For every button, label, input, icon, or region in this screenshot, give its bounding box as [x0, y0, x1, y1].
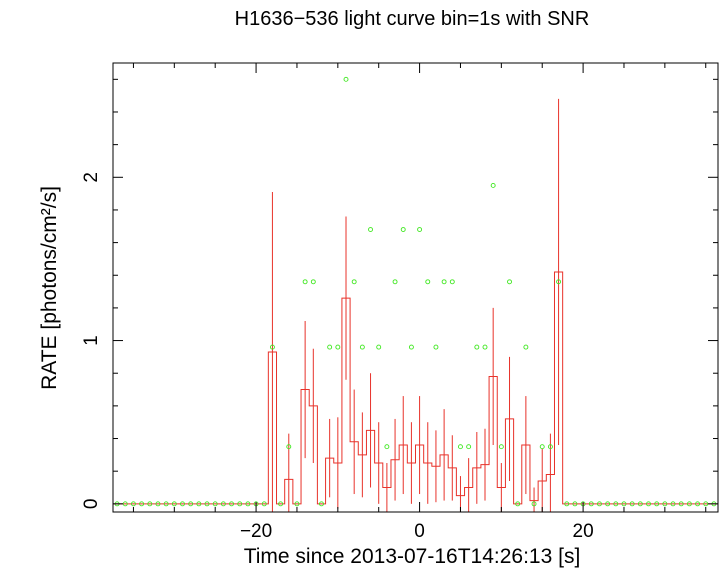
snr-point	[310, 279, 316, 285]
snr-point	[294, 501, 300, 507]
snr-point	[531, 501, 537, 507]
snr-point	[212, 501, 218, 507]
snr-point	[556, 279, 562, 285]
snr-point	[359, 344, 365, 350]
snr-point	[327, 344, 333, 350]
snr-point	[695, 501, 701, 507]
snr-point	[433, 344, 439, 350]
x-axis-label: Time since 2013-07-16T14:26:13 [s]	[244, 545, 581, 568]
snr-point	[229, 501, 234, 507]
snr-point	[408, 344, 414, 350]
snr-point	[417, 227, 423, 232]
snr-point	[130, 501, 136, 507]
snr-point	[220, 501, 226, 507]
snr-point	[507, 279, 512, 285]
snr-point	[302, 279, 308, 285]
snr-point	[147, 501, 153, 507]
rate-step-line	[113, 271, 718, 505]
snr-point	[621, 501, 627, 507]
snr-point	[474, 344, 480, 350]
snr-point	[400, 227, 406, 232]
snr-point	[466, 444, 472, 450]
snr-point	[376, 344, 382, 350]
snr-point	[670, 501, 676, 507]
snr-point	[703, 501, 709, 507]
snr-point	[319, 501, 324, 507]
snr-point	[155, 501, 161, 507]
snr-point	[171, 501, 177, 507]
plot-frame	[112, 62, 719, 513]
snr-point	[515, 501, 521, 507]
snr-point	[613, 501, 619, 507]
axis-ticks: −20 0 20 0 1 2	[81, 63, 718, 542]
plot-area	[113, 76, 718, 512]
snr-point	[449, 279, 455, 285]
snr-point	[490, 183, 496, 188]
snr-point	[686, 501, 692, 507]
snr-point	[539, 444, 545, 450]
snr-point	[204, 501, 210, 507]
snr-point	[662, 501, 668, 507]
snr-point	[343, 76, 349, 82]
snr-point	[384, 444, 390, 450]
snr-point	[605, 501, 611, 507]
snr-point	[163, 501, 169, 507]
snr-point	[196, 501, 202, 507]
snr-point	[597, 501, 602, 507]
x-tick-label: −20	[240, 521, 272, 542]
snr-point	[482, 344, 488, 350]
snr-point	[646, 501, 651, 507]
snr-point	[188, 501, 194, 507]
snr-point	[654, 501, 660, 507]
snr-point	[237, 501, 243, 507]
snr-point	[269, 344, 275, 350]
snr-point	[458, 444, 463, 450]
snr-point	[678, 501, 684, 507]
y-tick-label: 0	[81, 499, 102, 510]
snr-point	[637, 501, 643, 507]
snr-point	[278, 501, 284, 507]
snr-point	[523, 344, 529, 350]
snr-point	[547, 444, 553, 450]
snr-point	[425, 279, 431, 285]
chart-title: H1636−536 light curve bin=1s with SNR	[235, 8, 590, 30]
snr-point	[245, 501, 251, 507]
snr-point	[335, 344, 341, 350]
snr-point	[286, 444, 292, 450]
snr-point	[441, 279, 447, 285]
x-tick-label: 0	[414, 521, 425, 542]
snr-point	[498, 444, 504, 450]
y-tick-label: 2	[81, 172, 102, 183]
snr-point	[351, 279, 357, 285]
x-tick-label: 20	[573, 521, 594, 542]
snr-point	[261, 501, 267, 507]
snr-point	[368, 227, 373, 232]
y-axis-label: RATE [photons/cm²/s]	[38, 186, 61, 390]
snr-point	[180, 501, 185, 507]
snr-point	[122, 501, 128, 507]
snr-point	[139, 501, 145, 507]
snr-point	[572, 501, 578, 507]
snr-point	[392, 279, 398, 285]
y-tick-label: 1	[81, 335, 102, 346]
snr-point	[564, 501, 570, 507]
snr-point	[588, 501, 594, 507]
snr-point	[629, 501, 635, 507]
